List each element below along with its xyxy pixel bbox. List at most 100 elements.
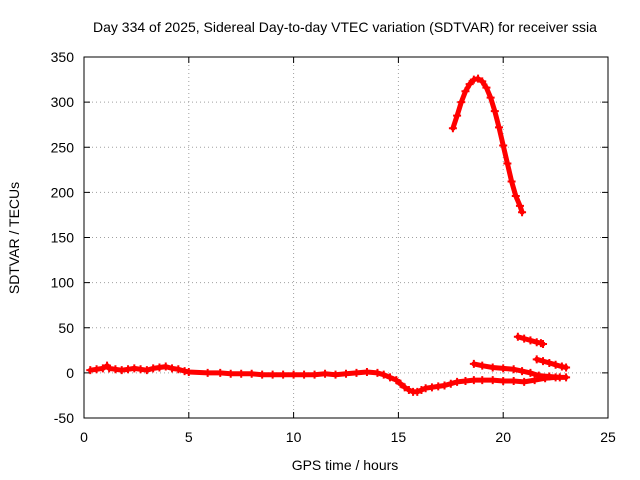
data-point bbox=[440, 381, 449, 390]
x-tick-label: 20 bbox=[495, 429, 511, 445]
data-point bbox=[392, 376, 401, 385]
data-point bbox=[457, 98, 466, 107]
series-3 bbox=[513, 332, 548, 348]
data-point bbox=[331, 370, 340, 379]
chart-title: Day 334 of 2025, Sidereal Day-to-day VTE… bbox=[93, 19, 597, 35]
data-point bbox=[461, 376, 470, 385]
data-point bbox=[362, 367, 371, 376]
data-point bbox=[488, 363, 497, 372]
data-point bbox=[499, 376, 508, 385]
data-point bbox=[545, 358, 554, 367]
data-point bbox=[226, 369, 235, 378]
data-point bbox=[247, 369, 256, 378]
y-axis: -50 0 50 100 150 200 250 300 350 bbox=[51, 49, 608, 426]
y-tick-label: 200 bbox=[51, 184, 75, 200]
data-point bbox=[499, 364, 508, 373]
data-point bbox=[373, 368, 382, 377]
data-point bbox=[499, 141, 508, 150]
data-point bbox=[513, 332, 522, 341]
y-tick-label: -50 bbox=[54, 410, 74, 426]
data-point bbox=[474, 74, 483, 83]
data-point bbox=[511, 191, 520, 200]
data-point bbox=[258, 370, 267, 379]
data-point bbox=[488, 376, 497, 385]
y-tick-label: 100 bbox=[51, 275, 75, 291]
data-point bbox=[379, 370, 388, 379]
data-point bbox=[539, 339, 548, 348]
y-tick-label: 350 bbox=[51, 49, 75, 65]
data-point bbox=[446, 379, 455, 388]
data-point bbox=[453, 111, 462, 120]
data-point bbox=[279, 370, 288, 379]
x-tick-label: 10 bbox=[286, 429, 302, 445]
data-point bbox=[216, 368, 225, 377]
y-tick-label: 150 bbox=[51, 230, 75, 246]
y-tick-label: 300 bbox=[51, 94, 75, 110]
y-tick-label: 250 bbox=[51, 139, 75, 155]
data-point bbox=[490, 107, 499, 116]
data-point bbox=[174, 365, 183, 374]
series-0 bbox=[86, 361, 571, 396]
data-point bbox=[495, 123, 504, 132]
x-tick-label: 0 bbox=[80, 429, 88, 445]
series-4 bbox=[532, 355, 571, 372]
x-tick-label: 15 bbox=[391, 429, 407, 445]
data-point bbox=[555, 373, 564, 382]
data-point bbox=[417, 386, 426, 395]
data-point bbox=[520, 377, 529, 386]
data-point bbox=[482, 83, 491, 92]
data-point bbox=[478, 77, 487, 86]
data-point bbox=[461, 87, 470, 96]
y-tick-label: 0 bbox=[66, 365, 74, 381]
data-point bbox=[237, 369, 246, 378]
data-point bbox=[469, 376, 478, 385]
data-point bbox=[503, 159, 512, 168]
data-point bbox=[526, 336, 535, 345]
x-tick-label: 5 bbox=[185, 429, 193, 445]
data-point bbox=[352, 368, 361, 377]
x-tick-label: 25 bbox=[600, 429, 616, 445]
data-point bbox=[413, 387, 422, 396]
data-point bbox=[520, 334, 529, 343]
data-point bbox=[465, 80, 474, 89]
data-point bbox=[478, 361, 487, 370]
data-point bbox=[142, 366, 151, 375]
plot-frame bbox=[83, 56, 609, 419]
series-2 bbox=[469, 359, 564, 382]
data-point bbox=[453, 377, 462, 386]
series-1 bbox=[448, 74, 527, 217]
data-point bbox=[448, 124, 457, 133]
data-point bbox=[551, 360, 560, 369]
data-point bbox=[509, 365, 518, 374]
data-point bbox=[469, 359, 478, 368]
data-point bbox=[310, 370, 319, 379]
data-point bbox=[518, 208, 527, 217]
y-axis-label: SDTVAR / TECUs bbox=[6, 182, 22, 294]
data-point bbox=[526, 368, 535, 377]
data-point bbox=[404, 386, 413, 395]
grid-lines bbox=[84, 57, 608, 418]
series-trace bbox=[450, 76, 525, 215]
x-axis-label: GPS time / hours bbox=[292, 457, 399, 473]
data-point bbox=[386, 373, 395, 382]
data-points bbox=[86, 74, 571, 396]
data-point bbox=[507, 177, 516, 186]
data-point bbox=[509, 376, 518, 385]
x-axis: 0 5 10 15 20 25 bbox=[80, 57, 616, 445]
data-point bbox=[515, 201, 524, 210]
data-point bbox=[203, 368, 212, 377]
y-tick-label: 50 bbox=[58, 320, 74, 336]
data-point bbox=[289, 370, 298, 379]
data-point bbox=[478, 376, 487, 385]
data-point bbox=[539, 357, 548, 366]
data-point bbox=[534, 371, 543, 380]
data-point bbox=[300, 370, 309, 379]
data-point bbox=[161, 362, 170, 371]
data-point bbox=[184, 367, 193, 376]
data-point bbox=[518, 367, 527, 376]
data-point bbox=[400, 383, 409, 392]
data-point bbox=[268, 370, 277, 379]
data-point bbox=[342, 369, 350, 378]
data-point bbox=[396, 379, 405, 388]
